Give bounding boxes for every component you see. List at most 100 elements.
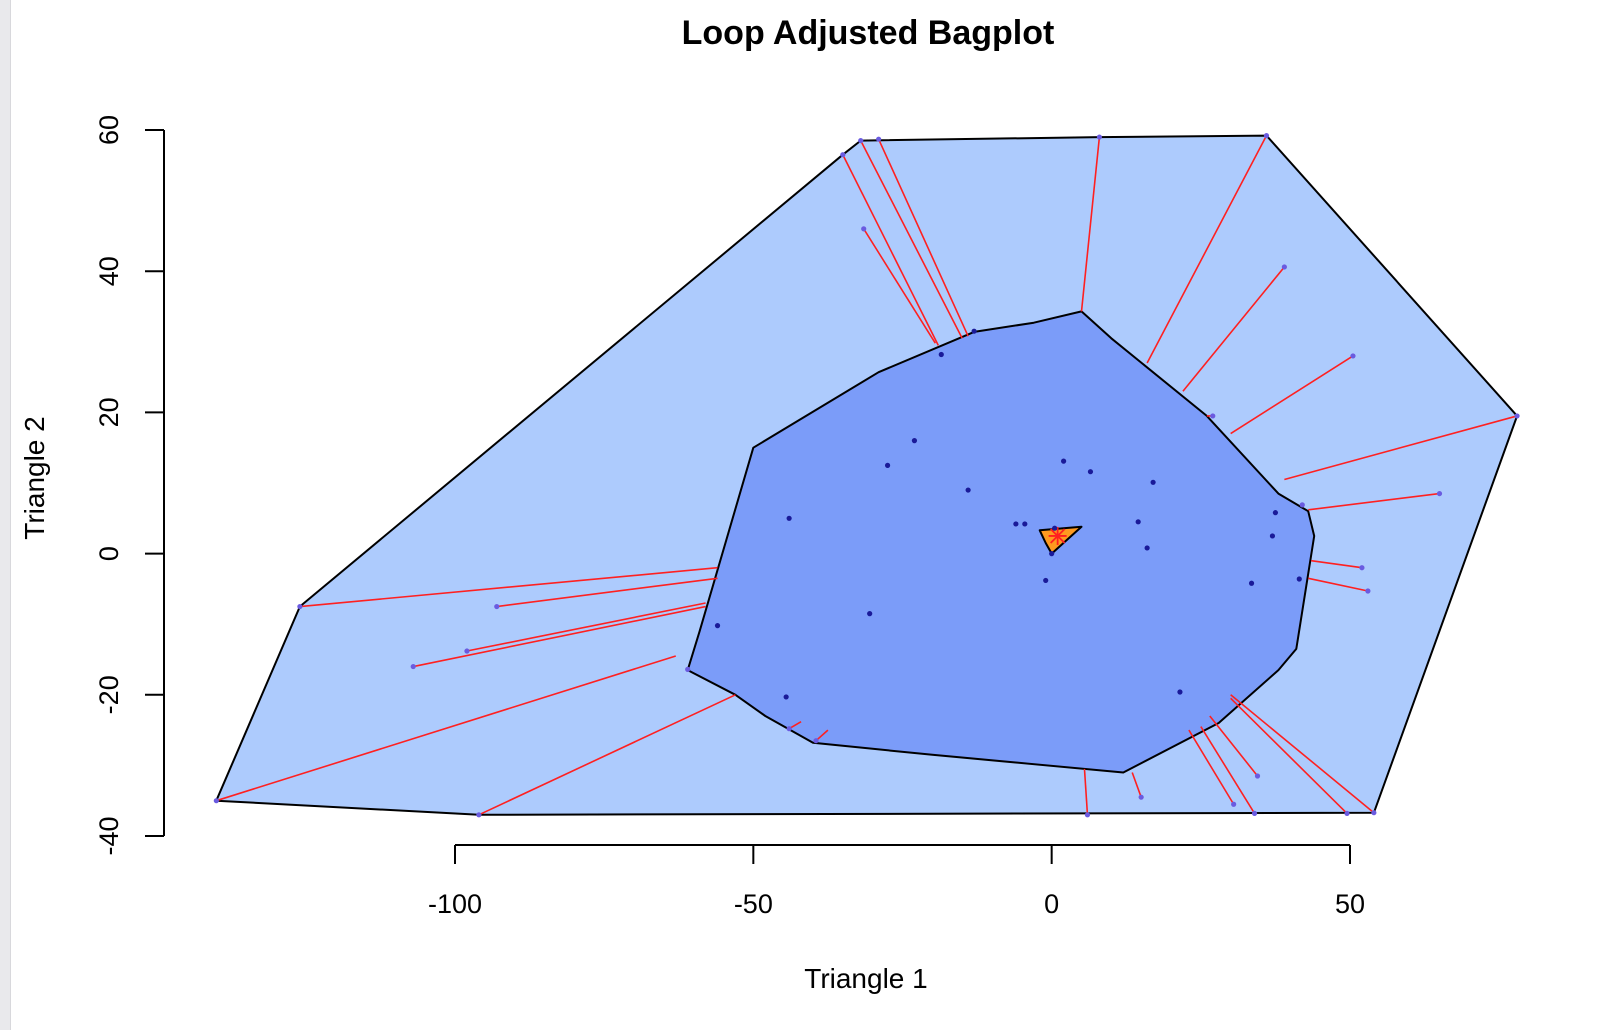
whisker-line	[299, 566, 718, 608]
whisker-line	[1182, 266, 1285, 392]
star-stroke	[1049, 528, 1066, 544]
whisker-line	[842, 154, 940, 346]
outlier-point	[1359, 565, 1365, 571]
outlier-point	[1096, 134, 1102, 140]
y-tick-label: 40	[94, 256, 124, 286]
whisker-line	[466, 602, 706, 652]
bag-point	[1061, 458, 1067, 464]
outlier-point	[876, 136, 882, 142]
bag-point	[714, 623, 721, 629]
outlier-point	[410, 663, 416, 670]
whisker-line	[877, 138, 969, 337]
outlier-point	[786, 726, 792, 732]
bag-point	[1144, 545, 1150, 551]
y-axis-label: Triangle 2	[19, 416, 50, 539]
x-tick-label: 0	[1044, 889, 1059, 919]
whisker-line	[1200, 726, 1256, 814]
y-tick-label: 20	[94, 397, 124, 427]
outlier-point	[1254, 773, 1261, 779]
whisker-line	[863, 228, 936, 344]
outlier-whiskers	[216, 135, 1518, 816]
bag-point	[1150, 479, 1156, 485]
bag-point	[1022, 521, 1028, 527]
outlier-point	[213, 798, 219, 804]
whisker-line	[1308, 577, 1369, 592]
whisker-line	[496, 577, 718, 608]
bag-point	[1043, 577, 1049, 584]
whisker-line	[1188, 729, 1235, 805]
whisker-line	[860, 140, 963, 339]
x-tick-label: 50	[1335, 889, 1365, 919]
bag-point	[867, 611, 873, 617]
outlier-point	[1350, 353, 1356, 359]
x-tick-label: -50	[734, 889, 773, 919]
whisker-line	[1080, 136, 1101, 312]
bag-point	[1269, 533, 1276, 539]
whisker-line	[1230, 694, 1375, 814]
bag-point	[1135, 519, 1141, 525]
bag-point	[1087, 469, 1094, 475]
bag-point	[965, 487, 971, 493]
y-tick-label: 60	[94, 115, 124, 145]
x-tick-label: -100	[428, 889, 482, 919]
whisker-line	[1209, 715, 1259, 777]
whisker-line	[1284, 415, 1518, 481]
bag-point	[938, 351, 944, 358]
outlier-point	[1365, 588, 1371, 594]
bag-point	[911, 438, 918, 444]
outlier-point	[1344, 810, 1350, 817]
whisker-line	[478, 694, 736, 816]
bag-point	[1013, 521, 1019, 527]
whisker-line	[1131, 772, 1142, 798]
x-axis-label: Triangle 1	[804, 963, 927, 994]
outlier-point	[1263, 133, 1270, 139]
outlier-point	[494, 603, 500, 610]
bag-point	[884, 462, 891, 468]
whisker-line	[216, 655, 677, 802]
whisker-line	[413, 605, 706, 668]
bag-point	[1296, 576, 1302, 582]
outlier-point	[858, 137, 864, 144]
y-tick-label: 0	[94, 546, 124, 561]
median-star-marker	[1048, 526, 1067, 545]
outlier-point	[813, 738, 819, 744]
bag-region	[686, 310, 1316, 774]
outlier-point	[1210, 413, 1216, 419]
bag-point	[783, 694, 789, 700]
outlier-point	[297, 603, 303, 610]
bag-point	[1248, 580, 1255, 586]
outlier-point	[464, 648, 470, 654]
whisker-line	[1230, 355, 1354, 435]
outlier-point	[1084, 812, 1091, 818]
outlier-point	[861, 226, 867, 232]
outlier-point	[1436, 490, 1443, 497]
outlier-point	[840, 152, 846, 158]
y-tick-label: -40	[94, 816, 124, 855]
whisker-line	[1083, 768, 1089, 815]
whisker-line	[1146, 135, 1268, 364]
whisker-line	[1308, 492, 1440, 511]
outlier-point	[1251, 810, 1258, 817]
outlier-point	[1138, 794, 1144, 800]
bag-point	[1177, 689, 1183, 695]
outlier-point	[1514, 413, 1520, 419]
chart-title: Loop Adjusted Bagplot	[682, 14, 1055, 52]
whisker-line	[1311, 559, 1363, 569]
outlier-point	[476, 812, 482, 818]
y-tick-label: -20	[94, 675, 124, 714]
outlier-point	[1281, 264, 1287, 270]
bag-point	[786, 515, 792, 521]
bag-point	[1272, 510, 1279, 516]
bag-point	[1049, 551, 1055, 557]
whisker-line	[815, 729, 829, 742]
bag-point	[971, 328, 977, 334]
axes: -100 -50 0 50 -40 -20 0 20 40 60	[94, 115, 1365, 919]
bag-point	[1052, 525, 1058, 531]
outlier-point	[1299, 502, 1305, 508]
data-points	[213, 133, 1520, 818]
whisker-line	[1230, 697, 1348, 814]
window-edge	[0, 0, 11, 1030]
outlier-point	[1231, 801, 1237, 807]
outlier-point	[685, 666, 691, 672]
